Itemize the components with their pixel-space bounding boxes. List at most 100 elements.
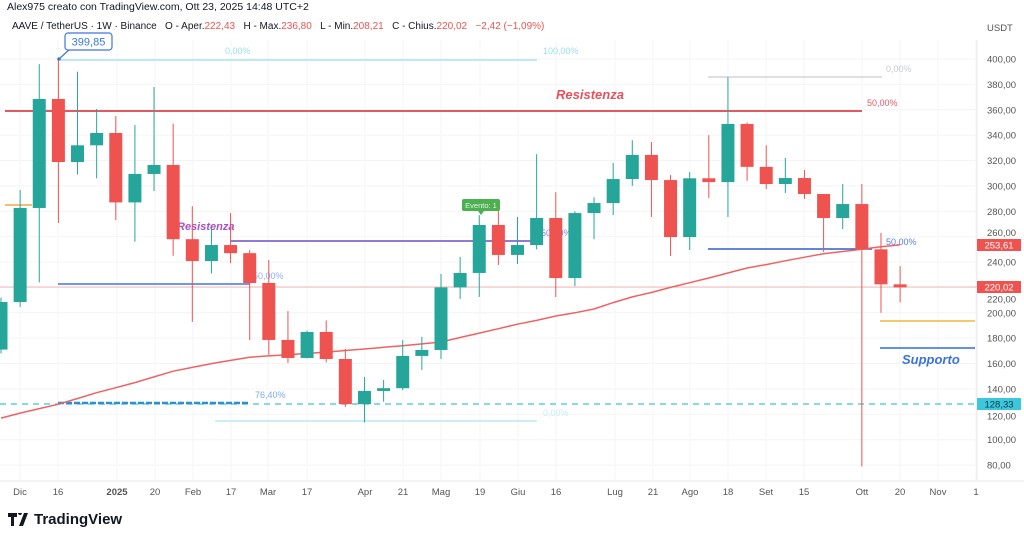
support-label: Supporto <box>902 352 960 367</box>
candle <box>664 174 678 256</box>
candle-body <box>797 178 811 195</box>
candle <box>319 320 333 363</box>
ma-price-tag-text: 253,61 <box>984 241 1013 252</box>
x-tick-label: Dic <box>13 487 27 498</box>
candle <box>13 189 27 307</box>
candle-body <box>893 284 907 288</box>
candle <box>434 273 448 359</box>
low-price-tag: 128,33 <box>977 398 1021 411</box>
candle-body <box>243 253 257 283</box>
candle <box>415 336 429 370</box>
candles <box>0 59 907 467</box>
candle-body <box>377 388 391 391</box>
candle <box>778 157 792 194</box>
x-tick-label: 17 <box>302 487 313 498</box>
candle-body <box>453 272 467 288</box>
candle <box>683 171 697 250</box>
drawings[interactable]: 0,00% 100,00% Resistenza 50,00% 0,00% Re… <box>0 46 977 422</box>
candle <box>51 59 65 223</box>
candle-body <box>13 207 27 303</box>
candle <box>32 64 46 283</box>
candle-body <box>90 132 104 146</box>
candle-body <box>281 339 295 358</box>
candle <box>855 183 869 467</box>
high-label: H - Max. <box>243 21 282 32</box>
x-tick-label: 20 <box>150 487 161 498</box>
y-tick-label: 100,00 <box>987 435 1016 446</box>
candle-body <box>855 204 869 250</box>
x-tick-label: Ott <box>856 487 869 498</box>
x-tick-label: 16 <box>551 487 562 498</box>
candle <box>147 86 161 191</box>
candle <box>357 377 371 423</box>
candle-body <box>683 178 697 238</box>
candle <box>0 297 8 354</box>
fib-76-label: 76,40% <box>255 390 286 400</box>
candle <box>606 163 620 216</box>
ohlc-legend: AAVE / TetherUS · 1W · Binance O - Aper.… <box>12 21 544 32</box>
x-tick-label: Ago <box>682 487 699 498</box>
candle-body <box>472 224 486 273</box>
fib-top-0-label: 0,00% <box>225 46 251 56</box>
candle <box>377 380 391 402</box>
chart-title: Alex975 creato con TradingView.com, Ott … <box>7 1 309 13</box>
candle <box>224 213 238 264</box>
close-label: C - Chius. <box>392 21 437 32</box>
candle <box>568 211 582 287</box>
price-axis[interactable]: 400,00 380,00 360,00 340,00 320,00 300,00 280,… <box>987 55 1016 472</box>
candle <box>204 227 218 274</box>
candle-body <box>396 355 410 389</box>
change-value: −2,42 (−1,09%) <box>475 21 545 32</box>
candle-body <box>300 331 314 358</box>
candle <box>185 206 199 322</box>
x-tick-label: Apr <box>358 487 373 498</box>
candle-body <box>625 154 639 180</box>
x-tick-label: 16 <box>53 487 64 498</box>
candle-body <box>434 287 448 350</box>
fib-bottom-0-label: 0,00% <box>543 408 569 418</box>
candle-body <box>71 145 85 163</box>
candle-body <box>759 166 773 184</box>
x-tick-label: Lug <box>607 487 623 498</box>
close-value: 220,02 <box>436 21 468 32</box>
x-tick-label: 17 <box>226 487 237 498</box>
candle-body <box>587 203 601 214</box>
candle <box>472 215 486 297</box>
x-tick-label: 21 <box>398 487 409 498</box>
candle <box>109 116 123 221</box>
candle-body <box>147 164 161 174</box>
fib-gray-0-label: 0,00% <box>886 64 912 74</box>
candle-body <box>836 204 850 219</box>
tradingview-logo[interactable]: TradingView <box>8 511 122 528</box>
candle <box>300 330 314 359</box>
candle-body <box>874 249 888 285</box>
event-badge-text: Evento: 1 <box>465 201 497 210</box>
candle <box>71 71 85 175</box>
event-badge[interactable]: Evento: 1 <box>462 199 500 215</box>
ma-price-tag: 253,61 <box>977 239 1021 252</box>
y-tick-label: 380,00 <box>987 80 1016 91</box>
low-value: 208,21 <box>353 21 384 32</box>
candle-body <box>530 218 544 246</box>
candle-body <box>319 331 333 359</box>
candle <box>797 170 811 199</box>
candle <box>625 140 639 186</box>
y-tick-label: 160,00 <box>987 359 1016 370</box>
x-tick-label: Set <box>759 487 774 498</box>
y-tick-label: 340,00 <box>987 131 1016 142</box>
time-axis[interactable]: Dic 16 2025 20 Feb 17 Mar 17 Apr 21 Mag 19 Giu 16 Lug 2… <box>13 487 979 498</box>
candle <box>874 232 888 313</box>
high-callout[interactable]: 399,85 <box>57 32 113 61</box>
open-value: 222,43 <box>204 21 236 32</box>
candle <box>262 260 276 356</box>
y-tick-label: 260,00 <box>987 228 1016 239</box>
candle <box>491 207 505 265</box>
x-tick-label: 21 <box>648 487 659 498</box>
symbol-label[interactable]: AAVE / TetherUS · 1W · Binance <box>12 21 157 32</box>
candle <box>893 266 907 303</box>
high-callout-text: 399,85 <box>72 37 106 49</box>
x-tick-label: Giu <box>511 487 526 498</box>
x-tick-label: 18 <box>723 487 734 498</box>
y-tick-label: 300,00 <box>987 181 1016 192</box>
